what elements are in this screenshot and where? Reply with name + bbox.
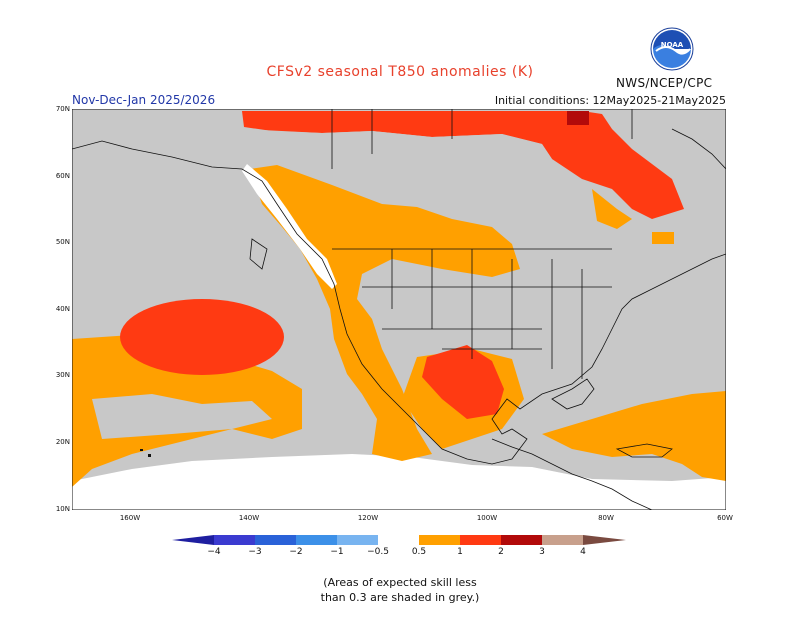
colorbar-swatch: [501, 535, 542, 545]
red-anomaly-arctic: [242, 111, 684, 219]
skill-note-line: (Areas of expected skill less: [323, 576, 477, 589]
neutral-south-region: [72, 454, 726, 510]
colorbar-swatch: [214, 535, 255, 545]
colorbar-label: 1: [457, 547, 463, 557]
orange-hudson: [592, 189, 632, 229]
low-skill-hole: [92, 394, 272, 439]
colorbar-swatch: [542, 535, 583, 545]
chart-title: CFSv2 seasonal T850 anomalies (K): [266, 64, 534, 80]
lon-label: 160W: [119, 514, 141, 522]
skill-note-line: than 0.3 are shaded in grey.): [320, 591, 480, 604]
skill-note: (Areas of expected skill less than 0.3 a…: [0, 575, 800, 605]
colorbar-high-arrow: [583, 535, 626, 545]
colorbar-label: −4: [207, 547, 221, 557]
lat-label: 40N: [55, 305, 70, 313]
coastlines: [72, 109, 726, 510]
colorbar-label: 3: [539, 547, 545, 557]
colorbar-label: −1: [330, 547, 344, 557]
lon-label: 60W: [717, 514, 733, 522]
red-anomaly-pacific: [120, 299, 284, 375]
colorbar-label: −3: [248, 547, 262, 557]
colorbar-label: 2: [498, 547, 504, 557]
colorbar-low-arrow: [172, 535, 214, 545]
neutral-coastal-strip: [242, 164, 337, 289]
anomaly-map: [72, 109, 726, 510]
colorbar-label: 0.5: [411, 547, 427, 557]
lon-label: 100W: [476, 514, 498, 522]
colorbar-swatch: [337, 535, 378, 545]
lat-label: 30N: [55, 371, 70, 379]
colorbar-swatch: [378, 535, 419, 545]
lat-label: 10N: [55, 505, 70, 513]
orange-western-north-america: [250, 165, 520, 461]
lon-label: 120W: [357, 514, 379, 522]
lon-label: 140W: [238, 514, 260, 522]
colorbar: [172, 535, 626, 545]
noaa-logo: NOAA: [650, 27, 694, 71]
colorbar-label: −0.5: [367, 547, 389, 557]
lat-label: 20N: [55, 438, 70, 446]
hawaii-islands: [140, 449, 151, 457]
logo-text: NOAA: [661, 41, 684, 49]
forecast-period: Nov-Dec-Jan 2025/2026: [72, 93, 216, 107]
colorbar-swatch: [255, 535, 296, 545]
lat-label: 60N: [55, 172, 70, 180]
lat-label: 70N: [55, 105, 70, 113]
lon-label: 80W: [598, 514, 614, 522]
low-skill-arctic-gap: [242, 129, 552, 164]
colorbar-swatch: [296, 535, 337, 545]
org-label: NWS/NCEP/CPC: [616, 76, 713, 90]
colorbar-swatch: [419, 535, 460, 545]
colorbar-label: 4: [580, 547, 586, 557]
lat-label: 50N: [55, 238, 70, 246]
red-anomaly-texas: [422, 345, 504, 419]
orange-atlantic-caribbean: [542, 391, 726, 481]
initial-conditions: Initial conditions: 12May2025-21May2025: [494, 94, 726, 107]
colorbar-label: −2: [289, 547, 303, 557]
colorbar-swatch: [460, 535, 501, 545]
orange-labrador: [652, 232, 674, 244]
dark-red-spot: [567, 111, 589, 125]
